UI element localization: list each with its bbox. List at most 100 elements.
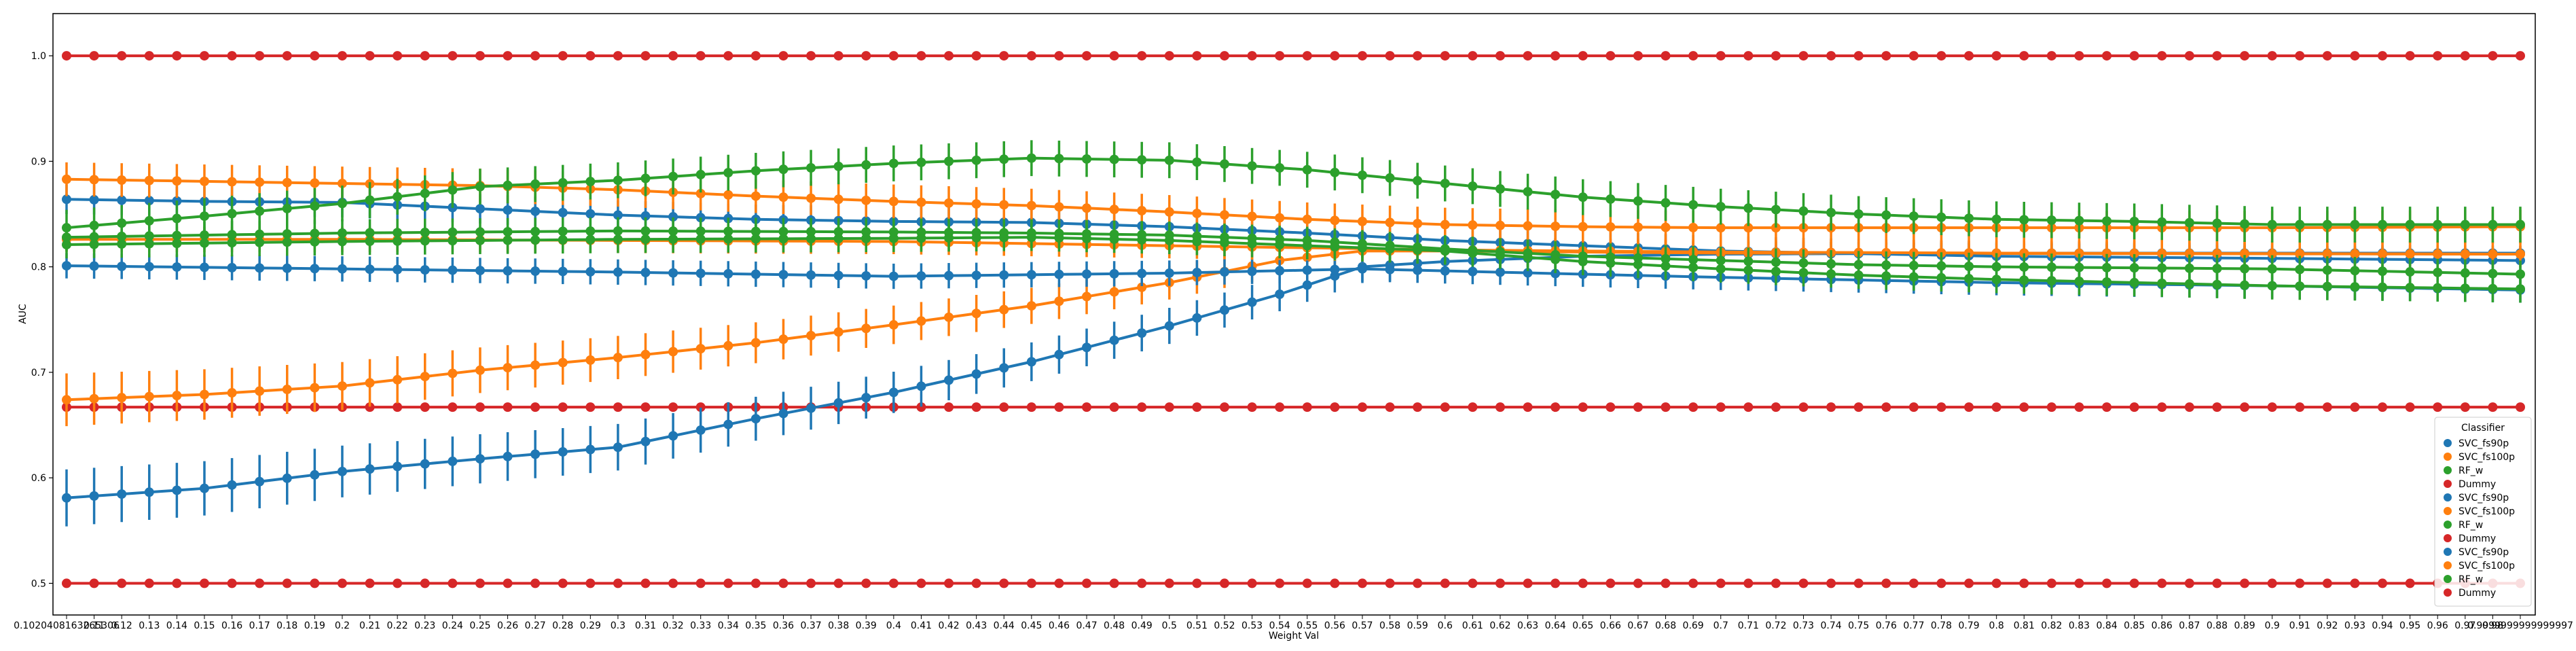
data-point: [503, 180, 513, 190]
data-point: [1661, 51, 1671, 61]
data-point: [2322, 402, 2332, 412]
data-point: [1302, 164, 1312, 175]
data-point: [337, 264, 347, 274]
data-point: [62, 240, 71, 250]
y-tick-label: 0.8: [31, 262, 46, 273]
data-point: [668, 402, 678, 412]
legend-marker: [2444, 588, 2452, 597]
data-point: [1991, 578, 2001, 588]
data-point: [999, 154, 1009, 164]
data-point: [1082, 402, 1092, 412]
data-point: [2212, 264, 2222, 274]
x-tick-label: 0.32: [663, 620, 684, 631]
x-tick-label: 0.29: [580, 620, 601, 631]
legend-entry-label: SVC_fs90p: [2459, 547, 2509, 558]
data-point: [1743, 203, 1754, 213]
x-tick-label: 0.51: [1186, 620, 1208, 631]
data-point: [2350, 282, 2360, 292]
data-point: [255, 206, 265, 216]
x-tick-label: 0.68: [1655, 620, 1676, 631]
data-point: [2488, 402, 2498, 412]
data-point: [1357, 578, 1367, 588]
data-point: [2129, 51, 2139, 61]
data-point: [1330, 264, 1340, 275]
data-point: [806, 234, 816, 244]
data-point: [2405, 578, 2415, 588]
data-point: [2488, 219, 2498, 230]
data-point: [255, 263, 265, 273]
data-point: [1853, 51, 1864, 61]
data-point: [806, 403, 816, 413]
data-point: [1743, 265, 1754, 275]
data-point: [2516, 284, 2525, 294]
x-tick-label: 0.14: [166, 620, 187, 631]
x-tick-label: 0.95: [2399, 620, 2420, 631]
data-point: [861, 195, 871, 205]
data-point: [2378, 219, 2388, 230]
legend-marker: [2444, 561, 2452, 569]
x-tick-label: 0.39: [856, 620, 877, 631]
data-point: [172, 51, 182, 61]
data-point: [2129, 402, 2139, 412]
data-point: [1192, 157, 1202, 167]
data-point: [695, 578, 706, 588]
x-tick-label: 0.71: [1738, 620, 1759, 631]
data-point: [668, 234, 678, 244]
data-point: [530, 206, 541, 216]
data-point: [2157, 278, 2167, 288]
data-point: [2184, 402, 2194, 412]
data-point: [888, 196, 899, 207]
data-point: [199, 483, 209, 493]
data-point: [558, 266, 568, 277]
data-point: [2405, 402, 2415, 412]
data-point: [806, 270, 816, 280]
legend-entry-label: RF_w: [2459, 465, 2483, 476]
data-point: [806, 330, 816, 340]
data-point: [750, 338, 761, 348]
data-point: [2322, 249, 2332, 259]
data-point: [1082, 578, 1092, 588]
series-layer: [62, 51, 2525, 588]
data-point: [944, 402, 954, 412]
data-point: [62, 395, 71, 405]
x-tick-label: 0.13: [139, 620, 160, 631]
data-point: [668, 431, 678, 441]
data-point: [695, 169, 706, 179]
data-point: [2157, 263, 2167, 273]
legend-marker: [2444, 521, 2452, 529]
data-point: [1606, 578, 1616, 588]
data-point: [1192, 51, 1202, 61]
data-point: [1468, 266, 1478, 277]
data-point: [1798, 578, 1809, 588]
data-point: [144, 239, 154, 249]
series-11: [62, 223, 2525, 303]
x-tick-label: 0.85: [2124, 620, 2145, 631]
x-tick-label: 0.28: [552, 620, 573, 631]
data-point: [420, 402, 430, 412]
data-point: [1908, 578, 1919, 588]
data-point: [750, 414, 761, 424]
data-point: [282, 473, 292, 483]
data-point: [1661, 402, 1671, 412]
data-point: [613, 578, 623, 588]
data-point: [2295, 249, 2305, 259]
x-tick-label: 0.86: [2152, 620, 2173, 631]
data-point: [227, 480, 237, 490]
data-point: [1275, 402, 1285, 412]
x-tick-label: 0.26: [497, 620, 518, 631]
data-point: [2212, 249, 2222, 259]
data-point: [2350, 219, 2360, 230]
data-point: [613, 234, 623, 245]
data-point: [1495, 51, 1505, 61]
data-point: [723, 190, 733, 200]
data-point: [282, 203, 292, 213]
data-point: [2350, 266, 2360, 276]
data-point: [2460, 51, 2470, 61]
x-tick-label: 0.19: [304, 620, 325, 631]
data-point: [282, 177, 292, 188]
x-tick-label: 0.93: [2344, 620, 2365, 631]
data-point: [1578, 578, 1588, 588]
data-point: [1413, 245, 1423, 255]
x-tick-label: 0.42: [938, 620, 959, 631]
data-point: [448, 265, 458, 275]
